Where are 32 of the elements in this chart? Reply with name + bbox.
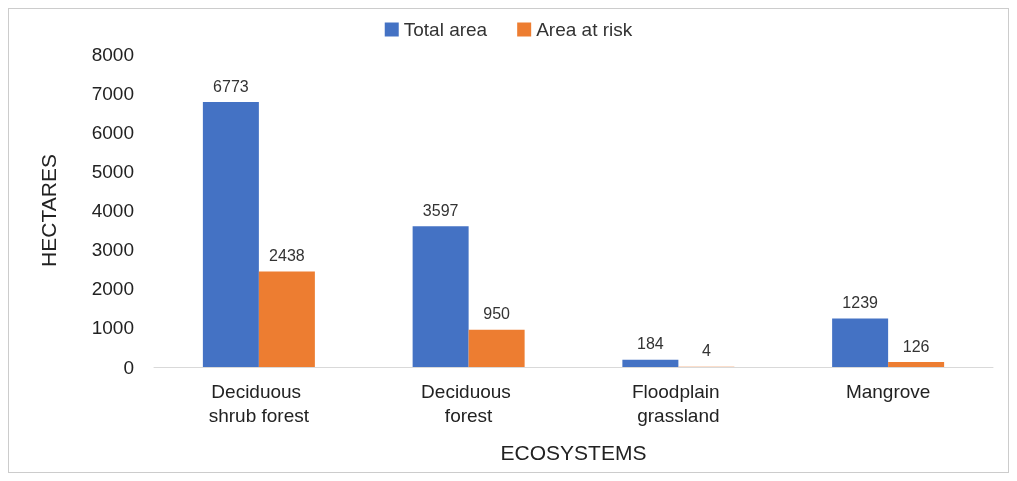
x-tick-label: Floodplain grassland bbox=[631, 380, 725, 426]
data-label: 6773 bbox=[213, 77, 249, 95]
bar bbox=[202, 102, 259, 367]
bar bbox=[412, 226, 469, 367]
legend-label: Area at risk bbox=[536, 19, 633, 40]
y-tick-label: 5000 bbox=[91, 160, 134, 182]
bar bbox=[622, 359, 679, 367]
bar bbox=[832, 318, 889, 367]
y-tick-label: 4000 bbox=[91, 200, 134, 221]
data-label: 3597 bbox=[422, 201, 459, 219]
y-tick-label: 7000 bbox=[91, 82, 134, 104]
data-label: 126 bbox=[902, 337, 930, 355]
data-label: 2438 bbox=[269, 247, 305, 265]
bar bbox=[888, 362, 945, 367]
y-tick-label: 6000 bbox=[91, 121, 134, 143]
x-tick-label: Deciduous shrub forest bbox=[208, 380, 310, 426]
y-tick-label: 3000 bbox=[91, 239, 134, 261]
x-tick-label: Deciduous forest bbox=[421, 380, 517, 426]
data-label: 950 bbox=[483, 305, 511, 323]
data-label: 184 bbox=[637, 335, 664, 353]
y-tick-label: 2000 bbox=[91, 278, 134, 300]
x-axis-title: ECOSYSTEMS bbox=[500, 441, 647, 464]
data-label: 4 bbox=[701, 342, 711, 360]
legend-label: Total area bbox=[403, 19, 488, 40]
y-tick-label: 0 bbox=[123, 356, 134, 378]
y-axis-title: HECTARES bbox=[37, 154, 60, 267]
y-tick-label: 1000 bbox=[91, 317, 134, 339]
bar bbox=[468, 329, 525, 367]
x-tick-label: Mangrove bbox=[845, 380, 931, 402]
data-label: 1239 bbox=[842, 294, 879, 312]
y-tick-label: 8000 bbox=[91, 43, 134, 65]
bar bbox=[258, 271, 315, 367]
